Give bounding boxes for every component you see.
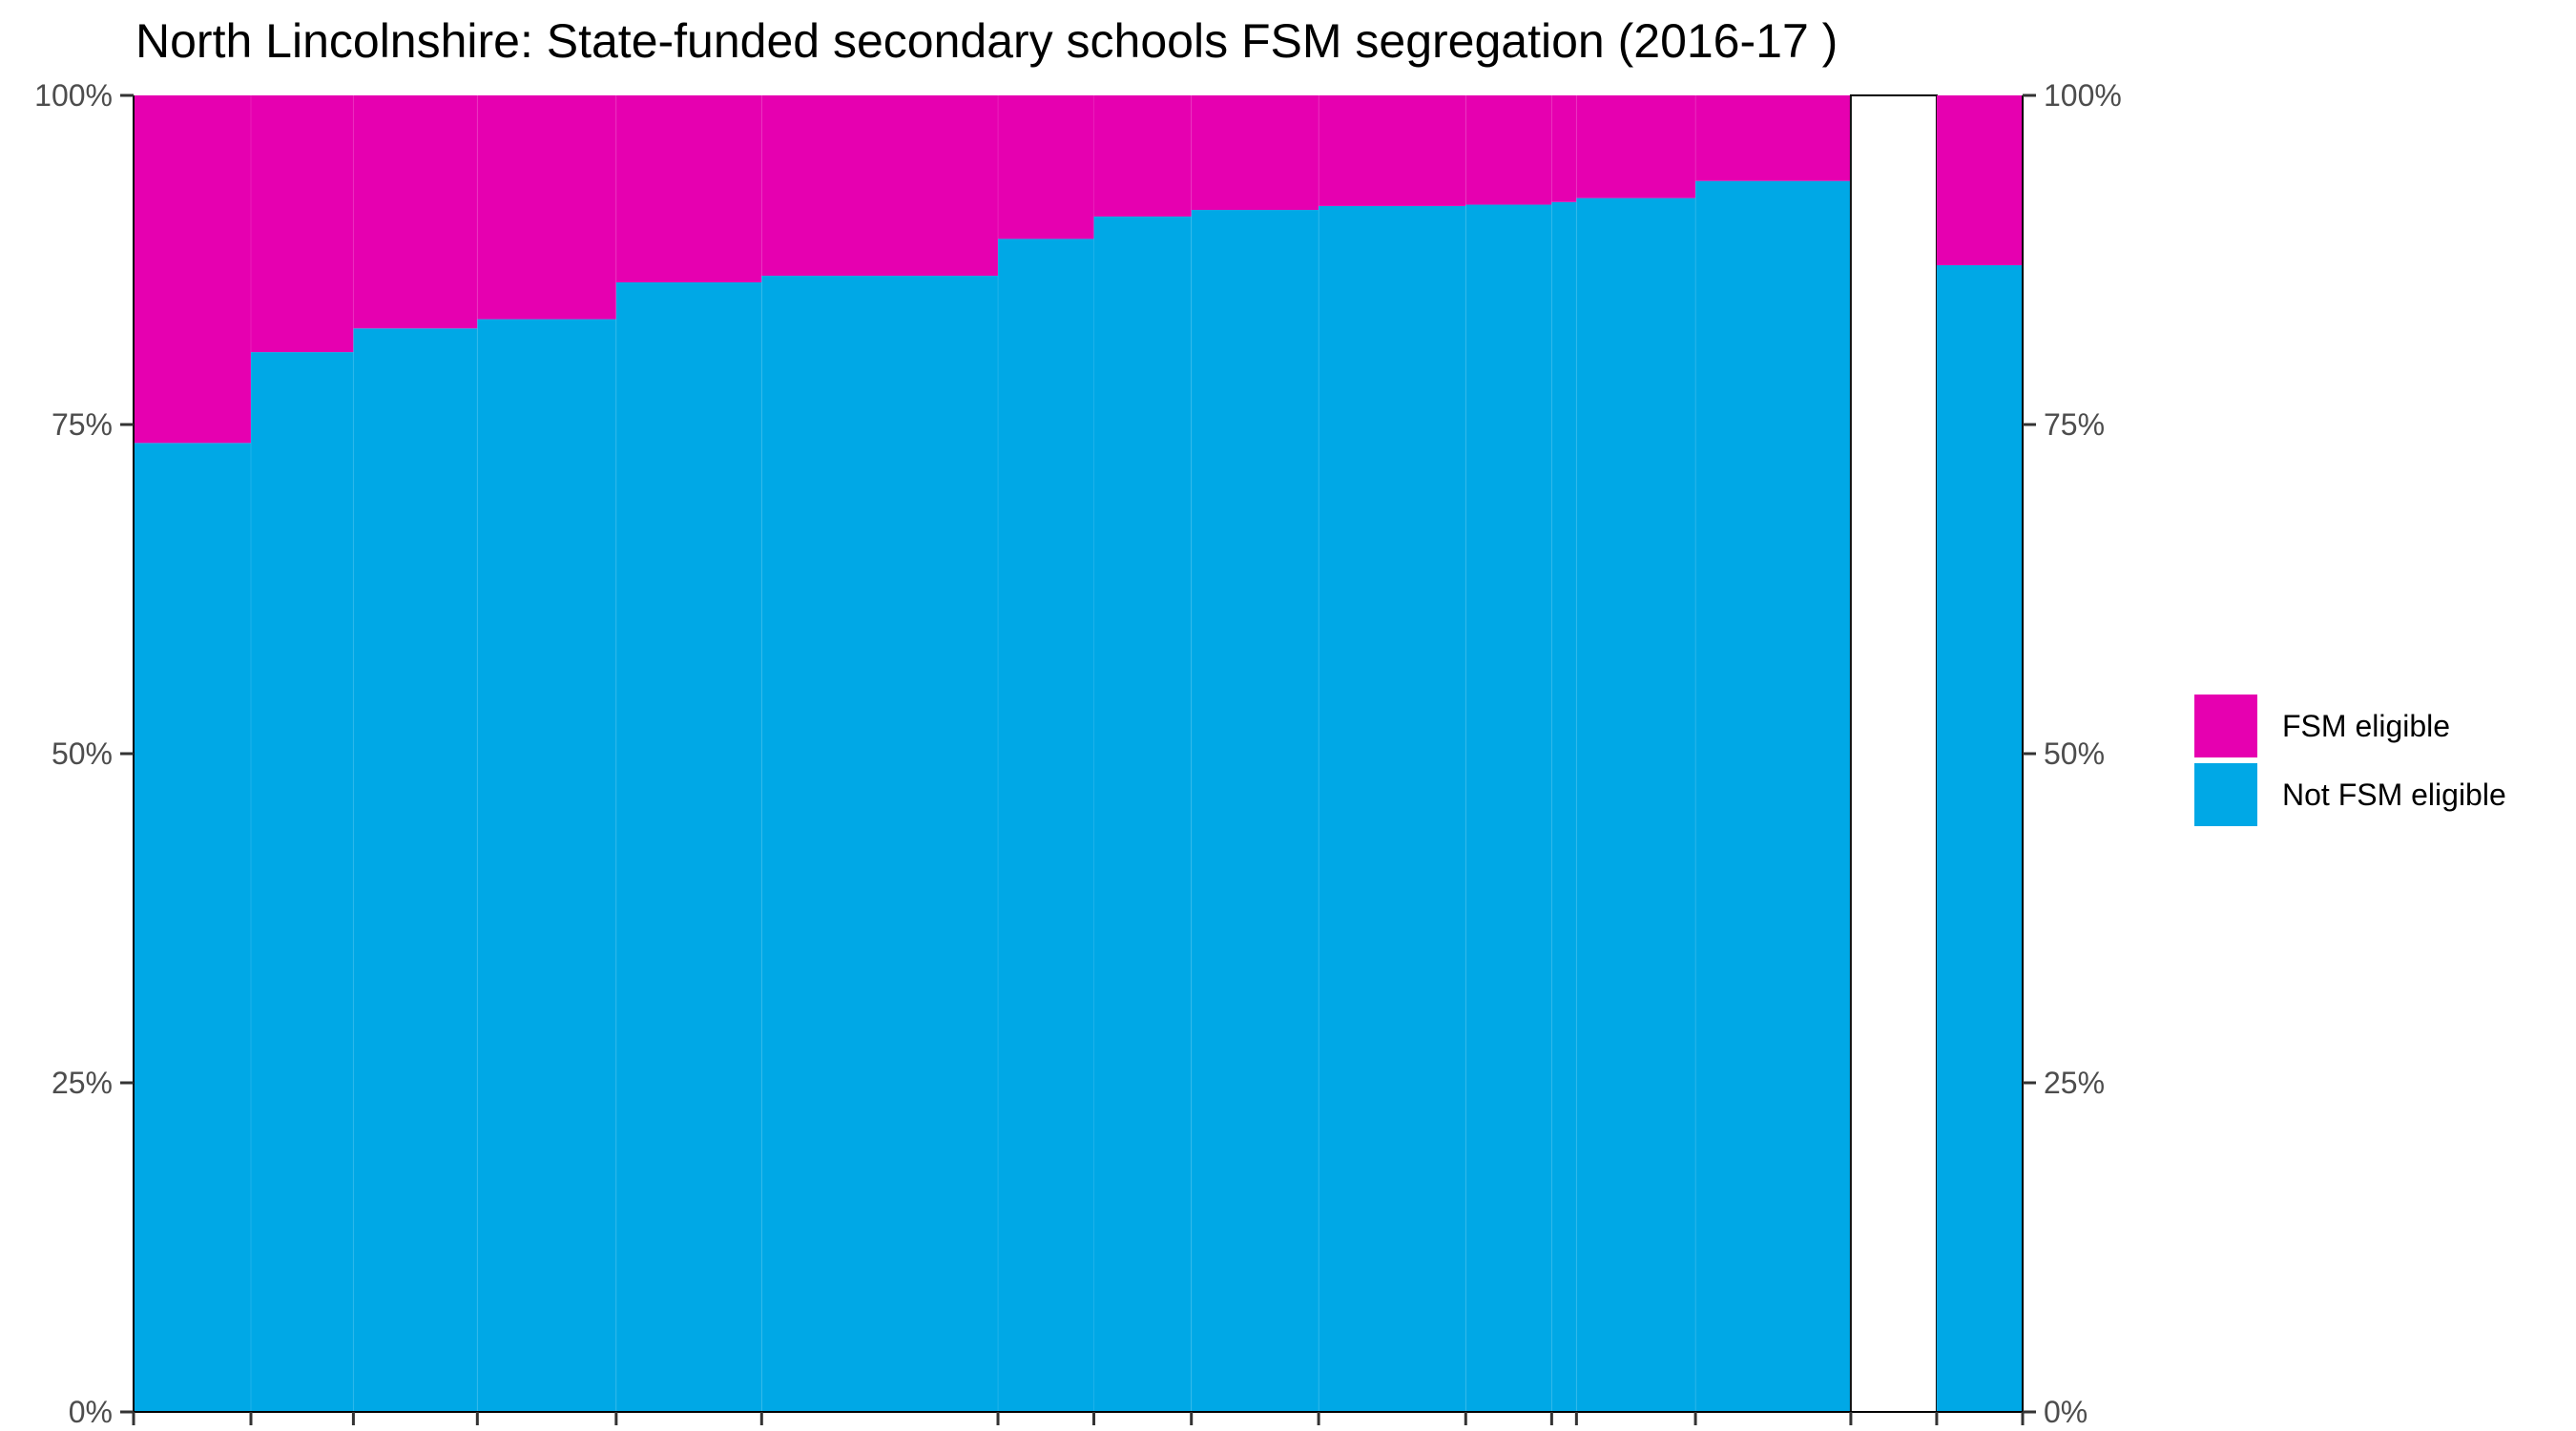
legend-item-fsm: FSM eligible bbox=[2194, 692, 2506, 760]
legend: FSM eligible Not FSM eligible bbox=[2194, 692, 2506, 829]
bar-not-fsm-8 bbox=[1093, 216, 1192, 1413]
bar-fsm-6 bbox=[761, 95, 999, 277]
bar-fsm-15 bbox=[1936, 95, 2023, 266]
y-tick-label-left-75: 75% bbox=[52, 407, 113, 442]
bar-not-fsm-12 bbox=[1551, 201, 1577, 1412]
bar-not-fsm-15 bbox=[1936, 265, 2023, 1412]
legend-swatch-fsm bbox=[2194, 695, 2257, 757]
bar-fsm-14 bbox=[1695, 95, 1851, 181]
bar-not-fsm-6 bbox=[761, 276, 999, 1412]
y-tick-label-left-0: 0% bbox=[69, 1395, 113, 1429]
y-tick-label-left-100: 100% bbox=[34, 78, 113, 113]
bar-not-fsm-13 bbox=[1576, 197, 1696, 1412]
bar-fsm-9 bbox=[1191, 95, 1319, 211]
gap-outline bbox=[1849, 94, 1938, 1413]
bar-fsm-5 bbox=[615, 95, 762, 282]
bar-not-fsm-11 bbox=[1465, 204, 1552, 1412]
bar-not-fsm-9 bbox=[1191, 210, 1319, 1412]
bar-fsm-12 bbox=[1551, 95, 1577, 202]
y-tick-label-right-50: 50% bbox=[2044, 736, 2105, 771]
legend-label-fsm: FSM eligible bbox=[2282, 708, 2451, 743]
bar-fsm-4 bbox=[477, 95, 616, 320]
bar-not-fsm-5 bbox=[615, 281, 762, 1413]
bar-fsm-13 bbox=[1576, 95, 1696, 198]
bar-fsm-1 bbox=[134, 95, 251, 444]
bar-not-fsm-10 bbox=[1319, 205, 1466, 1412]
bar-fsm-8 bbox=[1093, 95, 1192, 217]
legend-item-not-fsm: Not FSM eligible bbox=[2194, 760, 2506, 829]
y-tick-label-right-100: 100% bbox=[2044, 78, 2122, 113]
legend-swatch-not-fsm bbox=[2194, 763, 2257, 826]
bar-fsm-10 bbox=[1319, 95, 1466, 206]
bar-not-fsm-2 bbox=[250, 352, 354, 1413]
y-tick-label-right-0: 0% bbox=[2044, 1395, 2088, 1429]
y-tick-label-right-25: 25% bbox=[2044, 1066, 2105, 1100]
y-tick-label-right-75: 75% bbox=[2044, 407, 2105, 442]
bar-not-fsm-4 bbox=[477, 319, 616, 1413]
bar-not-fsm-7 bbox=[998, 238, 1094, 1412]
y-tick-label-left-50: 50% bbox=[52, 736, 113, 771]
bar-fsm-11 bbox=[1465, 95, 1552, 205]
bar-fsm-3 bbox=[353, 95, 478, 329]
chart-title: North Lincolnshire: State-funded seconda… bbox=[135, 14, 1839, 68]
bar-fsm-2 bbox=[250, 95, 354, 353]
bar-not-fsm-1 bbox=[134, 443, 251, 1412]
bar-fsm-7 bbox=[998, 95, 1094, 239]
legend-label-not-fsm: Not FSM eligible bbox=[2282, 777, 2506, 812]
y-tick-label-left-25: 25% bbox=[52, 1066, 113, 1100]
bar-not-fsm-3 bbox=[353, 328, 478, 1412]
bar-not-fsm-14 bbox=[1695, 180, 1851, 1413]
